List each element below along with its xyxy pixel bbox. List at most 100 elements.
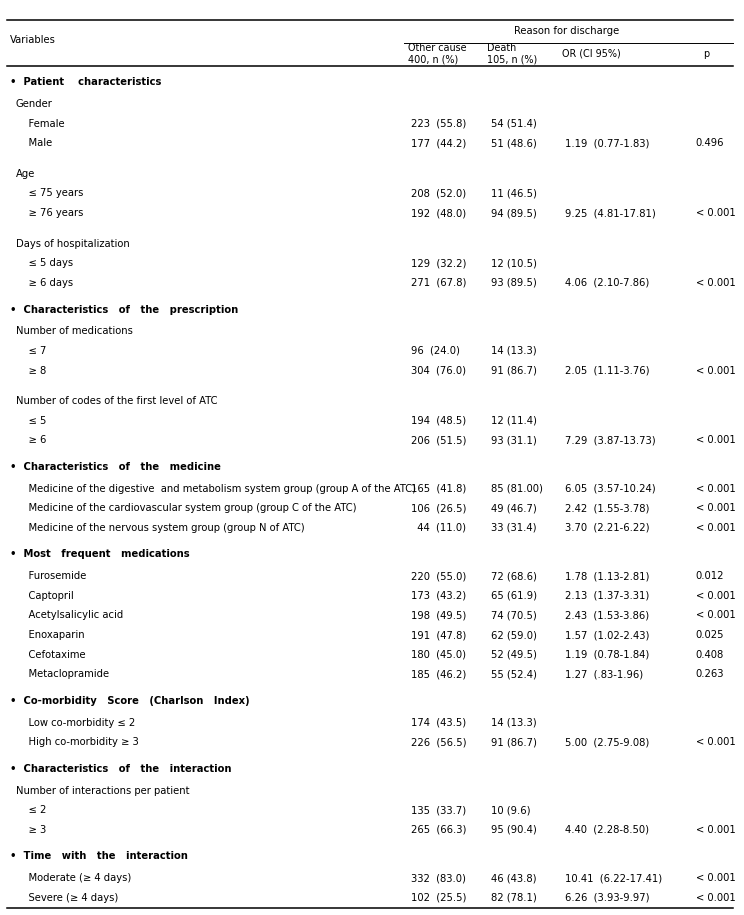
- Text: •  Characteristics   of   the   prescription: • Characteristics of the prescription: [10, 305, 238, 315]
- Text: 82 (78.1): 82 (78.1): [491, 893, 536, 903]
- Text: •  Characteristics   of   the   interaction: • Characteristics of the interaction: [10, 764, 231, 774]
- Text: 44  (11.0): 44 (11.0): [411, 522, 466, 533]
- Text: 33 (31.4): 33 (31.4): [491, 522, 536, 533]
- Text: Variables: Variables: [10, 36, 56, 45]
- Text: Death: Death: [487, 43, 516, 53]
- Text: 173  (43.2): 173 (43.2): [411, 591, 466, 601]
- Text: ≥ 8: ≥ 8: [16, 365, 46, 375]
- Text: 0.496: 0.496: [696, 138, 724, 148]
- Text: p: p: [703, 48, 709, 59]
- Text: ≤ 5 days: ≤ 5 days: [16, 258, 73, 268]
- Text: •  Co-morbidity   Score   (Charlson   Index): • Co-morbidity Score (Charlson Index): [10, 696, 249, 706]
- Text: Medicine of the cardiovascular system group (group C of the ATC): Medicine of the cardiovascular system gr…: [16, 503, 356, 513]
- Text: 6.26  (3.93-9.97): 6.26 (3.93-9.97): [565, 893, 650, 903]
- Text: 10 (9.6): 10 (9.6): [491, 805, 530, 815]
- Text: 93 (31.1): 93 (31.1): [491, 436, 536, 446]
- Text: Cefotaxime: Cefotaxime: [16, 650, 86, 660]
- Text: 95 (90.4): 95 (90.4): [491, 825, 536, 834]
- Text: 0.263: 0.263: [696, 670, 724, 680]
- Text: 4.06  (2.10-7.86): 4.06 (2.10-7.86): [565, 278, 650, 288]
- Text: 54 (51.4): 54 (51.4): [491, 119, 536, 129]
- Text: ≤ 75 years: ≤ 75 years: [16, 188, 83, 199]
- Text: < 0.001: < 0.001: [696, 610, 735, 620]
- Text: 14 (13.3): 14 (13.3): [491, 717, 536, 727]
- Text: 174  (43.5): 174 (43.5): [411, 717, 466, 727]
- Text: Male: Male: [16, 138, 52, 148]
- Text: 14 (13.3): 14 (13.3): [491, 346, 536, 356]
- Text: •  Characteristics   of   the   medicine: • Characteristics of the medicine: [10, 462, 220, 472]
- Text: Moderate (≥ 4 days): Moderate (≥ 4 days): [16, 873, 131, 883]
- Text: Metaclopramide: Metaclopramide: [16, 670, 109, 680]
- Text: ≥ 6: ≥ 6: [16, 436, 46, 446]
- Text: Furosemide: Furosemide: [16, 571, 86, 581]
- Text: < 0.001: < 0.001: [696, 365, 735, 375]
- Text: < 0.001: < 0.001: [696, 825, 735, 834]
- Text: 46 (43.8): 46 (43.8): [491, 873, 536, 883]
- Text: Other cause: Other cause: [408, 43, 466, 53]
- Text: Days of hospitalization: Days of hospitalization: [16, 239, 129, 249]
- Text: 223  (55.8): 223 (55.8): [411, 119, 466, 129]
- Text: 74 (70.5): 74 (70.5): [491, 610, 536, 620]
- Text: Acetylsalicylic acid: Acetylsalicylic acid: [16, 610, 123, 620]
- Text: 3.70  (2.21-6.22): 3.70 (2.21-6.22): [565, 522, 650, 533]
- Text: 332  (83.0): 332 (83.0): [411, 873, 466, 883]
- Text: Severe (≥ 4 days): Severe (≥ 4 days): [16, 893, 118, 903]
- Text: 2.42  (1.55-3.78): 2.42 (1.55-3.78): [565, 503, 650, 513]
- Text: 10.41  (6.22-17.41): 10.41 (6.22-17.41): [565, 873, 663, 883]
- Text: 12 (11.4): 12 (11.4): [491, 415, 537, 425]
- Text: 55 (52.4): 55 (52.4): [491, 670, 537, 680]
- Text: 105, n (%): 105, n (%): [487, 54, 538, 64]
- Text: 165  (41.8): 165 (41.8): [411, 483, 466, 493]
- Text: Reason for discharge: Reason for discharge: [514, 26, 619, 36]
- Text: 208  (52.0): 208 (52.0): [411, 188, 466, 199]
- Text: 135  (33.7): 135 (33.7): [411, 805, 466, 815]
- Text: 62 (59.0): 62 (59.0): [491, 630, 537, 640]
- Text: Low co-morbidity ≤ 2: Low co-morbidity ≤ 2: [16, 717, 135, 727]
- Text: 4.40  (2.28-8.50): 4.40 (2.28-8.50): [565, 825, 650, 834]
- Text: 129  (32.2): 129 (32.2): [411, 258, 466, 268]
- Text: 102  (25.5): 102 (25.5): [411, 893, 466, 903]
- Text: 2.13  (1.37-3.31): 2.13 (1.37-3.31): [565, 591, 650, 601]
- Text: 1.19  (0.78-1.84): 1.19 (0.78-1.84): [565, 650, 650, 660]
- Text: Enoxaparin: Enoxaparin: [16, 630, 84, 640]
- Text: 400, n (%): 400, n (%): [408, 54, 458, 64]
- Text: 191  (47.8): 191 (47.8): [411, 630, 466, 640]
- Text: 180  (45.0): 180 (45.0): [411, 650, 466, 660]
- Text: 6.05  (3.57-10.24): 6.05 (3.57-10.24): [565, 483, 656, 493]
- Text: 198  (49.5): 198 (49.5): [411, 610, 466, 620]
- Text: 2.05  (1.11-3.76): 2.05 (1.11-3.76): [565, 365, 650, 375]
- Text: 194  (48.5): 194 (48.5): [411, 415, 466, 425]
- Text: 1.19  (0.77-1.83): 1.19 (0.77-1.83): [565, 138, 650, 148]
- Text: < 0.001: < 0.001: [696, 483, 735, 493]
- Text: 1.78  (1.13-2.81): 1.78 (1.13-2.81): [565, 571, 650, 581]
- Text: < 0.001: < 0.001: [696, 436, 735, 446]
- Text: < 0.001: < 0.001: [696, 208, 735, 218]
- Text: ≥ 3: ≥ 3: [16, 825, 46, 834]
- Text: 0.025: 0.025: [696, 630, 724, 640]
- Text: 0.012: 0.012: [696, 571, 724, 581]
- Text: •  Most   frequent   medications: • Most frequent medications: [10, 550, 189, 559]
- Text: 0.408: 0.408: [696, 650, 724, 660]
- Text: Gender: Gender: [16, 99, 53, 109]
- Text: ≤ 5: ≤ 5: [16, 415, 46, 425]
- Text: 7.29  (3.87-13.73): 7.29 (3.87-13.73): [565, 436, 656, 446]
- Text: 1.27  (.83-1.96): 1.27 (.83-1.96): [565, 670, 644, 680]
- Text: •  Time   with   the   interaction: • Time with the interaction: [10, 852, 187, 861]
- Text: 91 (86.7): 91 (86.7): [491, 365, 537, 375]
- Text: 96  (24.0): 96 (24.0): [411, 346, 461, 356]
- Text: ≥ 6 days: ≥ 6 days: [16, 278, 73, 288]
- Text: 106  (26.5): 106 (26.5): [411, 503, 466, 513]
- Text: High co-morbidity ≥ 3: High co-morbidity ≥ 3: [16, 737, 138, 748]
- Text: 177  (44.2): 177 (44.2): [411, 138, 466, 148]
- Text: 51 (48.6): 51 (48.6): [491, 138, 536, 148]
- Text: < 0.001: < 0.001: [696, 503, 735, 513]
- Text: < 0.001: < 0.001: [696, 893, 735, 903]
- Text: OR (CI 95%): OR (CI 95%): [562, 48, 620, 59]
- Text: Captopril: Captopril: [16, 591, 74, 601]
- Text: < 0.001: < 0.001: [696, 591, 735, 601]
- Text: < 0.001: < 0.001: [696, 522, 735, 533]
- Text: 72 (68.6): 72 (68.6): [491, 571, 537, 581]
- Text: 91 (86.7): 91 (86.7): [491, 737, 537, 748]
- Text: Number of medications: Number of medications: [16, 326, 132, 336]
- Text: 9.25  (4.81-17.81): 9.25 (4.81-17.81): [565, 208, 656, 218]
